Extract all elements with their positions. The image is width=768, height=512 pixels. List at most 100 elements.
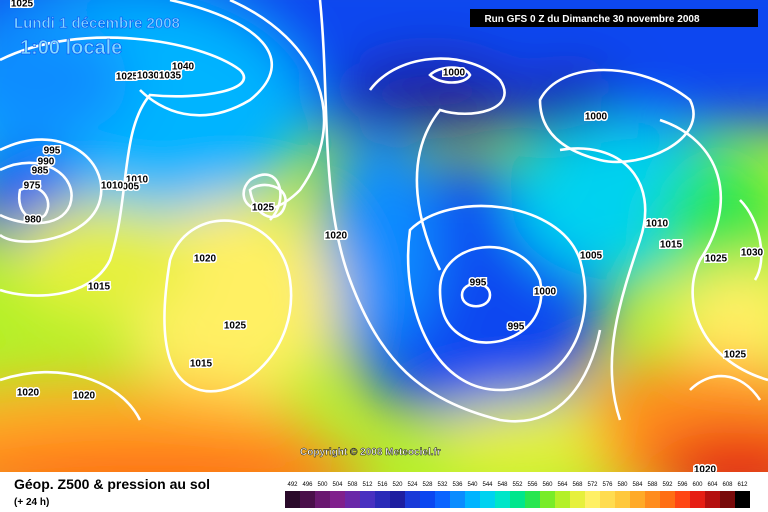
- legend-value: 528: [422, 482, 433, 488]
- isobar-label: 990: [38, 157, 55, 168]
- legend-value: 612: [737, 482, 748, 488]
- legend-swatch: [450, 491, 465, 508]
- isobar-label: 1030: [137, 71, 160, 82]
- legend-value: 540: [467, 482, 478, 488]
- legend-swatch: [300, 491, 315, 508]
- legend-value: 572: [587, 482, 598, 488]
- legend-swatch: [405, 491, 420, 508]
- footer-subtitle: (+ 24 h): [14, 497, 49, 508]
- isobar-label: 1035: [159, 71, 182, 82]
- isobar-label: 1005: [580, 251, 603, 262]
- isobar-label: 1015: [190, 359, 213, 370]
- isobar-label: 975: [24, 181, 41, 192]
- isobar-label: 1010: [646, 219, 669, 230]
- isobar-label: 1025: [724, 350, 747, 361]
- legend-swatch: [585, 491, 600, 508]
- legend-value: 536: [452, 482, 463, 488]
- forecast-time: 1:00 locale: [20, 37, 122, 59]
- forecast-date: Lundi 1 décembre 2008: [14, 15, 180, 32]
- legend-value: 584: [632, 482, 643, 488]
- isobar-label: 1015: [88, 282, 111, 293]
- run-info: Run GFS 0 Z du Dimanche 30 novembre 2008: [484, 14, 700, 25]
- legend-swatch: [555, 491, 570, 508]
- legend-swatch: [615, 491, 630, 508]
- legend-swatch: [345, 491, 360, 508]
- legend-value: 552: [512, 482, 523, 488]
- legend-value: 508: [347, 482, 358, 488]
- legend-value: 604: [707, 482, 718, 488]
- legend-swatch: [465, 491, 480, 508]
- isobar-label: 1005: [117, 182, 140, 193]
- isobar-label: 1040: [172, 62, 195, 73]
- legend-value: 608: [722, 482, 733, 488]
- isobar-label: 1000: [443, 68, 466, 79]
- legend-value: 596: [677, 482, 688, 488]
- copyright: Copyright © 2008 Meteociel.fr: [300, 447, 441, 458]
- legend-value: 520: [392, 482, 403, 488]
- isobar-label: 1000: [585, 112, 608, 123]
- legend-value: 564: [557, 482, 568, 488]
- legend-value: 492: [287, 482, 298, 488]
- legend-value: 504: [332, 482, 343, 488]
- legend-value: 500: [317, 482, 328, 488]
- legend-value: 512: [362, 482, 373, 488]
- isobar-label: 1000: [534, 287, 557, 298]
- isobar-label: 1010: [101, 181, 124, 192]
- legend-value: 544: [482, 482, 493, 488]
- legend-value: 532: [437, 482, 448, 488]
- legend-swatch: [690, 491, 705, 508]
- isobar-label: 1015: [660, 240, 683, 251]
- legend-value: 556: [527, 482, 538, 488]
- legend-value: 580: [617, 482, 628, 488]
- legend-swatch: [630, 491, 645, 508]
- legend-swatch: [480, 491, 495, 508]
- run-box: [470, 9, 758, 27]
- legend-swatch: [660, 491, 675, 508]
- legend-swatch: [330, 491, 345, 508]
- isobar-label: 1020: [325, 231, 348, 242]
- legend-value: 600: [692, 482, 703, 488]
- legend-swatch: [720, 491, 735, 508]
- isobar-label: 1030: [741, 248, 764, 259]
- legend-swatch: [540, 491, 555, 508]
- legend-value: 592: [662, 482, 673, 488]
- legend-swatch: [285, 491, 300, 508]
- legend-value: 568: [572, 482, 583, 488]
- legend: 492 496 500 504 508 512 516 520 524 528 532 536 540 5…: [285, 482, 750, 508]
- isobar-label: 1025: [224, 321, 247, 332]
- legend-value: 560: [542, 482, 553, 488]
- legend-swatch: [705, 491, 720, 508]
- legend-swatch: [645, 491, 660, 508]
- legend-swatch: [495, 491, 510, 508]
- isobar-label: 995: [44, 146, 61, 157]
- isobar-label: 1025: [705, 254, 728, 265]
- legend-swatch: [375, 491, 390, 508]
- legend-swatch: [390, 491, 405, 508]
- isobar-label: 1025: [116, 72, 139, 83]
- legend-value: 516: [377, 482, 388, 488]
- legend-value: 524: [407, 482, 418, 488]
- isobar-label: 995: [470, 278, 487, 289]
- isobar-label: 1020: [17, 388, 40, 399]
- isobar-label: 980: [25, 215, 42, 226]
- isobar-label: 995: [508, 322, 525, 333]
- legend-swatch: [510, 491, 525, 508]
- legend-swatch: [435, 491, 450, 508]
- legend-swatch: [315, 491, 330, 508]
- isobar-label: 1020: [73, 391, 96, 402]
- isobar-label: 1020: [194, 254, 217, 265]
- legend-swatch: [360, 491, 375, 508]
- isobar-label: 985: [32, 166, 49, 177]
- legend-swatch: [600, 491, 615, 508]
- legend-swatch: [570, 491, 585, 508]
- legend-swatch: [735, 491, 750, 508]
- isobar-label: 1025: [11, 0, 34, 10]
- isobar-label: 1010: [126, 175, 149, 186]
- legend-value: 496: [302, 482, 313, 488]
- legend-value: 588: [647, 482, 658, 488]
- legend-value: 548: [497, 482, 508, 488]
- legend-swatch: [675, 491, 690, 508]
